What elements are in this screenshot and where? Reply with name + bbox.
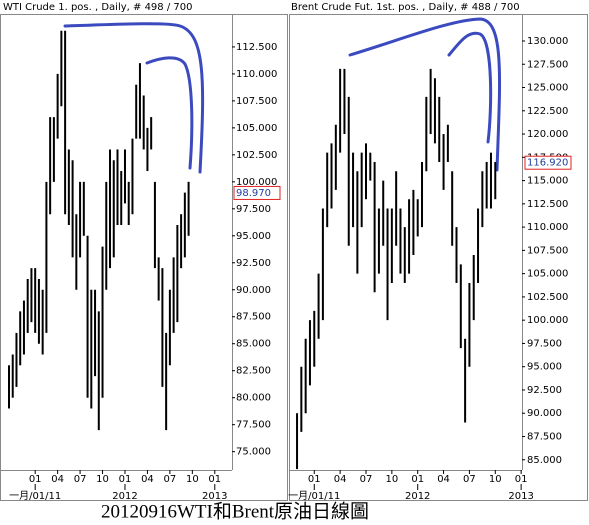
y-tick-label: 100.000 (527, 315, 568, 326)
x-tick-label: 04 (437, 474, 450, 485)
chart-title: WTI Crude 1. pos. , Daily, # 498 / 700 (3, 2, 192, 13)
y-tick-label: 125.000 (527, 83, 568, 94)
y-tick-label: 95.000 (527, 362, 562, 373)
panel-frame (289, 14, 588, 501)
y-tick-label: 77.500 (236, 420, 271, 431)
y-tick-label: 105.000 (236, 123, 277, 134)
x-tick-label: 01 (308, 474, 321, 485)
y-tick-label: 107.500 (527, 245, 568, 256)
y-tick-label: 97.500 (527, 338, 562, 349)
y-tick-label: 85.000 (236, 339, 271, 350)
x-tick-label: 10 (489, 474, 502, 485)
y-tick-label: 107.500 (236, 96, 277, 107)
year-label: 一月/01/11 (9, 490, 61, 502)
y-tick-label: 87.500 (527, 431, 562, 442)
y-tick-label: 110.000 (527, 222, 568, 233)
y-tick-label: 127.500 (527, 59, 568, 70)
y-tick-label: 122.500 (527, 106, 568, 117)
x-tick-label: 04 (51, 474, 64, 485)
last-price-box (233, 185, 281, 200)
y-tick-label: 112.500 (527, 199, 568, 210)
x-tick-label: 01 (411, 474, 424, 485)
x-tick-label: 04 (141, 474, 154, 485)
y-tick-label: 90.000 (527, 408, 562, 419)
x-tick-label: 04 (334, 474, 347, 485)
annotation-curve (63, 22, 205, 174)
y-tick-label: 105.000 (527, 269, 568, 280)
last-price-label: 98.970 (236, 188, 271, 199)
y-tick-label: 97.500 (236, 204, 271, 215)
y-tick-label: 112.500 (236, 42, 277, 53)
x-tick-label: 01 (515, 474, 528, 485)
y-tick-label: 75.000 (236, 447, 271, 458)
chart-title: Brent Crude Fut. 1st. pos. , Daily, # 48… (291, 2, 520, 13)
x-tick-label: 01 (29, 474, 42, 485)
y-tick-label: 95.000 (236, 231, 271, 242)
y-tick-label: 92.500 (236, 258, 271, 269)
x-tick-label: 01 (119, 474, 132, 485)
x-tick-label: 07 (74, 474, 87, 485)
y-tick-label: 110.000 (236, 69, 277, 80)
panel-frame (0, 14, 288, 501)
y-tick-label: 100.000 (236, 177, 277, 188)
y-tick-label: 80.000 (236, 393, 271, 404)
y-tick-label: 102.500 (527, 292, 568, 303)
year-label: 一月/01/11 (288, 490, 340, 502)
x-tick-label: 07 (360, 474, 373, 485)
y-tick-label: 85.000 (527, 455, 562, 466)
y-tick-label: 130.000 (527, 36, 568, 47)
year-label: 2012 (405, 491, 430, 502)
y-tick-label: 92.500 (527, 385, 562, 396)
last-price-label: 116.920 (527, 158, 568, 169)
annotation-curve (348, 17, 502, 172)
x-tick-label: 10 (186, 474, 199, 485)
y-tick-label: 90.000 (236, 285, 271, 296)
x-tick-label: 07 (463, 474, 476, 485)
x-tick-label: 07 (164, 474, 177, 485)
y-tick-label: 102.500 (236, 150, 277, 161)
year-label: 2013 (508, 491, 533, 502)
y-tick-label: 87.500 (236, 312, 271, 323)
year-label: 2013 (202, 491, 227, 502)
x-tick-label: 10 (96, 474, 109, 485)
annotation-curve (447, 31, 493, 144)
y-tick-label: 82.500 (236, 366, 271, 377)
y-tick-label: 115.000 (527, 176, 568, 187)
annotation-curve (145, 56, 194, 170)
caption: 20120916WTI和Brent原油日線圖 (101, 500, 369, 522)
x-tick-label: 01 (208, 474, 221, 485)
last-price-box (524, 155, 572, 170)
x-tick-label: 10 (385, 474, 398, 485)
y-tick-label: 120.000 (527, 129, 568, 140)
year-label: 2012 (112, 491, 137, 502)
